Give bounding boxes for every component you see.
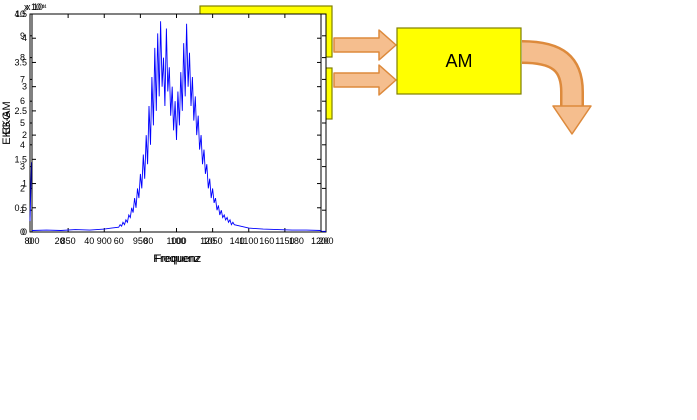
svg-text:180: 180 [289, 236, 304, 246]
svg-text:80: 80 [143, 236, 153, 246]
ekg-am-spectrum-chart: 800 850 900 950 1000 1050 1100 1150 1200 0 0.5 1 1.5… [0, 0, 331, 275]
svg-text:10: 10 [15, 9, 25, 19]
y-axis-label: EKG-AM [1, 101, 13, 144]
svg-text:2: 2 [20, 183, 25, 193]
svg-text:100: 100 [170, 236, 185, 246]
svg-text:6: 6 [20, 96, 25, 106]
svg-text:3: 3 [22, 82, 27, 92]
svg-text:0: 0 [27, 236, 32, 246]
svg-text:3: 3 [20, 162, 25, 172]
svg-text:1: 1 [20, 205, 25, 215]
axes-box [31, 13, 322, 233]
y-axis-label: EKG [1, 111, 13, 134]
am-block [396, 27, 522, 95]
svg-text:950: 950 [133, 236, 148, 246]
arrowhead-am-output [552, 105, 592, 135]
svg-text:40: 40 [84, 236, 94, 246]
svg-text:3.5: 3.5 [14, 57, 27, 67]
svg-text:140: 140 [230, 236, 245, 246]
svg-text:1200: 1200 [311, 236, 329, 246]
svg-text:160: 160 [259, 236, 274, 246]
svg-text:1.5: 1.5 [14, 154, 27, 164]
svg-text:7: 7 [20, 74, 25, 84]
svg-text:60: 60 [114, 236, 124, 246]
svg-text:5: 5 [20, 118, 25, 128]
svg-text:1: 1 [22, 179, 27, 189]
x-axis-label: Frequenz [153, 253, 199, 265]
svg-text:9: 9 [20, 31, 25, 41]
exponent-label: x 10⁴ [24, 2, 45, 12]
svg-text:4: 4 [22, 33, 27, 43]
svg-text:1150: 1150 [275, 236, 294, 246]
tick-labels: 800 850 900 950 1000 1050 1100 1150 120000.511.5… [14, 9, 331, 246]
svg-text:2.5: 2.5 [14, 106, 27, 116]
svg-text:120: 120 [200, 236, 215, 246]
svg-text:4.5: 4.5 [14, 9, 27, 19]
svg-text:0: 0 [22, 227, 27, 237]
exponent-label: x 10⁴ [26, 2, 47, 12]
svg-text:20: 20 [55, 236, 65, 246]
svg-text:850: 850 [61, 236, 76, 246]
arrow-traeger-to-am [333, 29, 397, 61]
svg-text:200: 200 [318, 236, 333, 246]
arrow-ekg-to-am [333, 64, 397, 96]
svg-text:1050: 1050 [203, 236, 223, 246]
svg-text:0.5: 0.5 [14, 203, 27, 213]
svg-text:1100: 1100 [239, 236, 258, 246]
svg-text:0: 0 [20, 227, 25, 237]
arrow-am-output-shaft [521, 42, 582, 108]
am-label: AM [446, 51, 473, 71]
svg-text:800: 800 [24, 236, 39, 246]
svg-text:4: 4 [20, 140, 25, 150]
svg-text:900: 900 [97, 236, 112, 246]
ekg-am-spectrum-svg: 800 850 900 950 1000 1050 1100 1150 120000.511.5… [1, 2, 331, 265]
x-axis-label: Frequenz [155, 253, 201, 265]
series-line [31, 21, 322, 231]
svg-text:1000: 1000 [166, 236, 186, 246]
svg-text:2: 2 [22, 130, 27, 140]
svg-text:8: 8 [20, 53, 25, 63]
